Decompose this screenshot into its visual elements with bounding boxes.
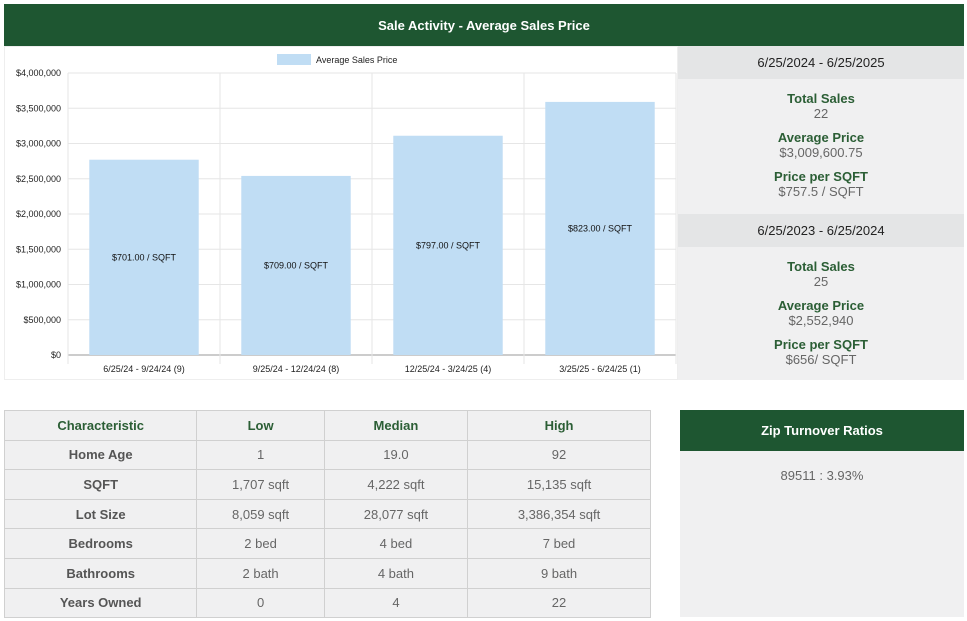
y-tick-label: $3,000,000 (16, 139, 61, 149)
table-cell: 8,059 sqft (196, 498, 325, 530)
legend-label: Average Sales Price (316, 55, 397, 65)
x-tick-label: 12/25/24 - 3/24/25 (4) (405, 364, 492, 374)
total-sales-label: Total Sales (787, 91, 855, 106)
legend-swatch (277, 54, 311, 65)
period-summary-panel: 6/25/2024 - 6/25/2025 Total Sales 22 Ave… (678, 46, 964, 380)
table-cell: 15,135 sqft (467, 469, 651, 500)
table-row: Bathrooms 2 bath 4 bath 9 bath (3, 557, 651, 589)
column-header: Median (323, 410, 469, 441)
y-tick-label: $3,500,000 (16, 103, 61, 113)
bar-data-label: $797.00 / SQFT (416, 240, 481, 250)
period-stats: Total Sales 25 Average Price $2,552,940 … (678, 247, 964, 382)
average-price-label: Average Price (777, 298, 865, 313)
table-cell: 4 bed (323, 528, 469, 559)
y-tick-label: $2,500,000 (16, 174, 61, 184)
table-cell: 3,386,354 sqft (467, 498, 651, 530)
table-cell: 4,222 sqft (323, 469, 469, 500)
table-cell: 0 (196, 587, 325, 619)
average-price-label: Average Price (777, 130, 865, 145)
y-tick-label: $2,000,000 (16, 209, 61, 219)
row-header: Lot Size (3, 498, 198, 530)
characteristics-table: Characteristic Low Median High Home Age 1 19.… (3, 410, 651, 619)
table-cell: 1,707 sqft (196, 469, 325, 500)
average-price-value: $3,009,600.75 (779, 145, 863, 160)
total-sales-value: 25 (813, 274, 829, 289)
total-sales-value: 22 (813, 106, 829, 121)
table-row: SQFT 1,707 sqft 4,222 sqft 15,135 sqft (3, 469, 651, 500)
row-header: Home Age (3, 439, 198, 471)
table-cell: 22 (467, 587, 651, 619)
table-cell: 28,077 sqft (323, 498, 469, 530)
row-header: Bedrooms (3, 528, 198, 559)
total-sales-label: Total Sales (787, 259, 855, 274)
table-row: Home Age 1 19.0 92 (3, 439, 651, 471)
y-tick-label: $1,500,000 (16, 244, 61, 254)
table-row: Years Owned 0 4 22 (3, 587, 651, 619)
x-tick-label: 3/25/25 - 6/24/25 (1) (559, 364, 641, 374)
page-title: Sale Activity - Average Sales Price (4, 4, 964, 46)
bar (89, 159, 199, 355)
row-header: SQFT (3, 469, 198, 500)
table-cell: 1 (196, 439, 325, 471)
bar-data-label: $709.00 / SQFT (264, 260, 329, 270)
table-cell: 2 bath (196, 557, 325, 589)
table-row: Bedrooms 2 bed 4 bed 7 bed (3, 528, 651, 559)
column-header: High (467, 410, 651, 441)
bar (241, 175, 351, 355)
chart-svg: $0 $500,000 $1,000,000 $1,500,000 $2,000,000… (16, 54, 677, 374)
period-stats: Total Sales 22 Average Price $3,009,600.… (678, 79, 964, 214)
bar (393, 135, 503, 355)
x-tick-label: 6/25/24 - 9/24/24 (9) (103, 364, 185, 374)
price-per-sqft-label: Price per SQFT (774, 337, 868, 352)
table-row: Lot Size 8,059 sqft 28,077 sqft 3,386,354 s… (3, 498, 651, 530)
bar-data-label: $823.00 / SQFT (568, 223, 633, 233)
period-range: 6/25/2024 - 6/25/2025 (678, 46, 964, 79)
zip-turnover-value: 89511 : 3.93% (780, 468, 864, 483)
bar-data-label: $701.00 / SQFT (112, 252, 177, 262)
price-per-sqft-value: $656/ SQFT (785, 352, 857, 367)
y-tick-label: $500,000 (23, 315, 61, 325)
table-cell: 4 bath (323, 557, 469, 589)
row-header: Bathrooms (3, 557, 198, 589)
y-tick-label: $1,000,000 (16, 280, 61, 290)
period-range: 6/25/2023 - 6/25/2024 (678, 214, 964, 247)
price-per-sqft-value: $757.5 / SQFT (778, 184, 864, 199)
row-header: Years Owned (3, 587, 198, 619)
zip-turnover-title: Zip Turnover Ratios (680, 410, 964, 451)
table-cell: 19.0 (323, 439, 469, 471)
x-tick-label: 9/25/24 - 12/24/24 (8) (253, 364, 340, 374)
table-cell: 92 (467, 439, 651, 471)
y-tick-label: $0 (51, 350, 61, 360)
zip-turnover-panel: Zip Turnover Ratios 89511 : 3.93% (680, 410, 964, 617)
average-sales-price-chart: $0 $500,000 $1,000,000 $1,500,000 $2,000,000… (4, 46, 678, 380)
table-cell: 7 bed (467, 528, 651, 559)
table-cell: 2 bed (196, 528, 325, 559)
bar (545, 101, 655, 355)
price-per-sqft-label: Price per SQFT (774, 169, 868, 184)
y-tick-label: $4,000,000 (16, 68, 61, 78)
table-cell: 4 (323, 587, 469, 619)
table-cell: 9 bath (467, 557, 651, 589)
column-header: Characteristic (3, 410, 198, 441)
column-header: Low (196, 410, 325, 441)
average-price-value: $2,552,940 (788, 313, 854, 328)
